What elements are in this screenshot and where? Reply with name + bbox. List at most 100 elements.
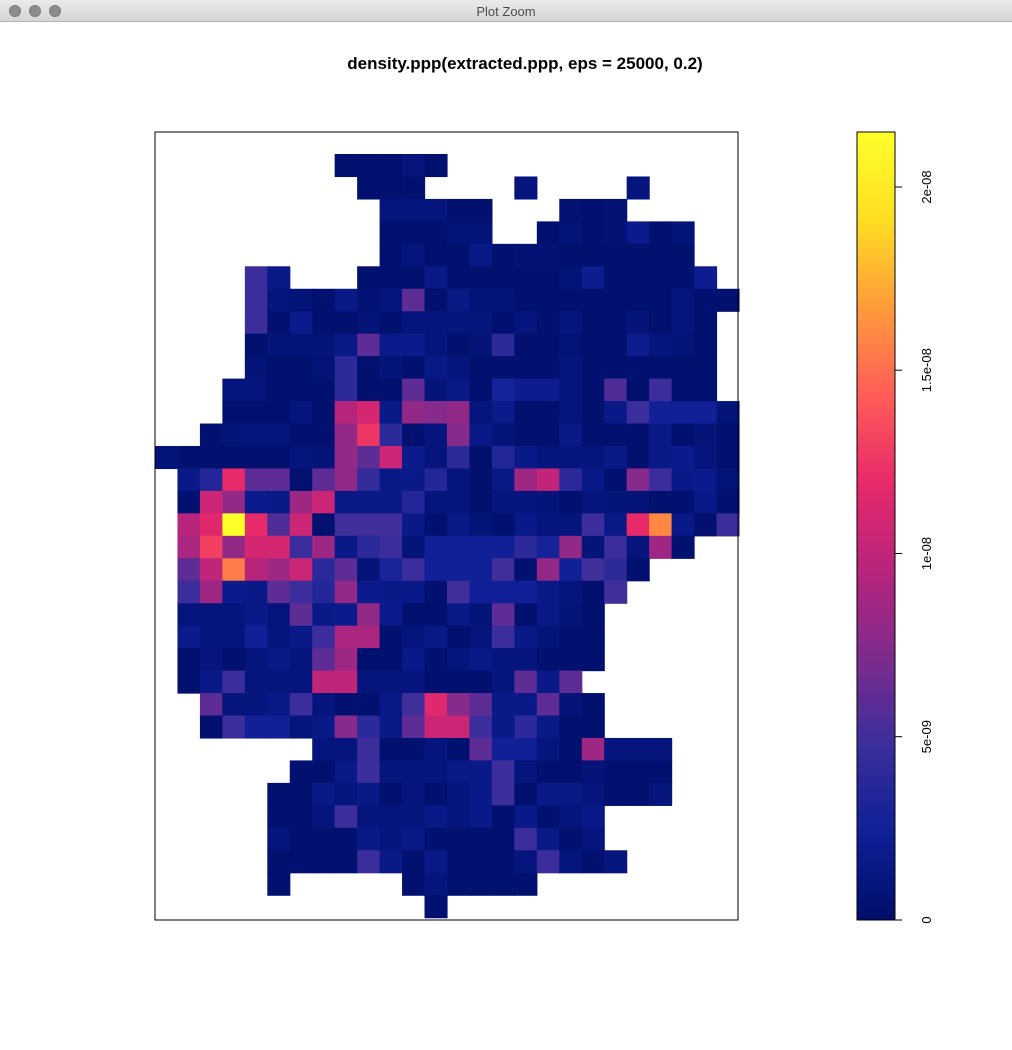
density-cell xyxy=(694,333,718,357)
density-cell xyxy=(559,468,583,492)
density-cell xyxy=(357,715,381,739)
density-cell xyxy=(536,243,560,267)
density-cell xyxy=(671,423,695,447)
density-cell xyxy=(402,603,426,627)
zoom-window-button[interactable] xyxy=(49,5,61,17)
density-cell xyxy=(581,333,605,357)
density-cell xyxy=(244,625,268,649)
density-cell xyxy=(514,288,538,312)
density-cell xyxy=(244,535,268,559)
density-cell xyxy=(424,221,448,245)
density-cell xyxy=(604,580,628,604)
density-cell xyxy=(559,288,583,312)
density-cell xyxy=(177,603,201,627)
density-cell xyxy=(402,378,426,402)
density-cell xyxy=(491,760,515,784)
density-cell xyxy=(222,558,246,582)
density-cell xyxy=(446,356,471,380)
density-cell xyxy=(514,423,538,447)
density-cell xyxy=(357,603,381,627)
window-titlebar: Plot Zoom xyxy=(0,0,1012,22)
density-cell xyxy=(289,356,313,380)
density-cell xyxy=(312,378,336,402)
density-cell xyxy=(694,288,718,312)
density-cell xyxy=(357,356,381,380)
density-cell xyxy=(424,243,448,267)
density-cell xyxy=(379,693,403,717)
density-cell xyxy=(671,401,695,425)
density-cell xyxy=(514,782,538,806)
density-cell xyxy=(491,288,515,312)
density-cell xyxy=(446,827,471,851)
density-cell xyxy=(402,198,426,222)
density-cell xyxy=(177,580,201,604)
density-cell xyxy=(514,356,538,380)
density-cell xyxy=(514,513,538,537)
density-cell xyxy=(177,558,201,582)
density-cell xyxy=(222,603,246,627)
density-cell xyxy=(446,266,471,290)
density-cell xyxy=(469,760,493,784)
density-cell xyxy=(581,243,605,267)
density-cell xyxy=(402,558,426,582)
density-cell xyxy=(536,625,560,649)
density-cell xyxy=(581,535,605,559)
density-cell xyxy=(514,805,538,829)
density-cell xyxy=(402,423,426,447)
density-cell xyxy=(514,670,538,694)
density-cell xyxy=(581,760,605,784)
density-cell xyxy=(379,401,403,425)
density-cell xyxy=(536,356,560,380)
density-cell xyxy=(716,490,740,514)
density-cell xyxy=(491,513,515,537)
density-cell xyxy=(446,423,471,447)
density-cell xyxy=(244,468,268,492)
density-cell xyxy=(357,333,381,357)
density-cell xyxy=(289,468,313,492)
density-cell xyxy=(671,513,695,537)
density-cell xyxy=(334,558,358,582)
density-cell xyxy=(514,648,538,672)
density-cell xyxy=(491,670,515,694)
density-cell xyxy=(581,311,605,335)
density-cell xyxy=(379,715,403,739)
density-cell xyxy=(536,850,560,874)
minimize-window-button[interactable] xyxy=(29,5,41,17)
density-cell xyxy=(671,356,695,380)
density-cell xyxy=(694,513,718,537)
density-cell xyxy=(581,356,605,380)
density-cell xyxy=(469,401,493,425)
density-cell xyxy=(267,693,291,717)
density-cell xyxy=(469,445,493,470)
density-cell xyxy=(334,356,358,380)
density-cell xyxy=(536,760,560,784)
density-cell xyxy=(199,625,223,649)
density-cell xyxy=(244,311,268,335)
density-cell xyxy=(559,715,583,739)
colorbar-tick-label: 1e-08 xyxy=(919,537,934,570)
density-cell xyxy=(357,423,381,447)
density-cell xyxy=(424,603,448,627)
density-cell xyxy=(559,221,583,245)
density-cell xyxy=(267,625,291,649)
density-cell xyxy=(581,782,605,806)
density-cell xyxy=(604,445,628,470)
density-cell xyxy=(491,356,515,380)
density-cell xyxy=(289,490,313,514)
density-cell xyxy=(536,648,560,672)
density-cell xyxy=(402,670,426,694)
density-cell xyxy=(424,154,448,178)
density-cell xyxy=(469,423,493,447)
density-cell xyxy=(581,198,605,222)
density-cell xyxy=(267,805,291,829)
density-cell xyxy=(244,490,268,514)
close-window-button[interactable] xyxy=(9,5,21,17)
density-cell xyxy=(581,693,605,717)
density-cell xyxy=(222,401,246,425)
density-cell xyxy=(604,782,628,806)
density-cell xyxy=(559,445,583,470)
density-cell xyxy=(244,513,268,537)
density-cell xyxy=(604,221,628,245)
density-cell xyxy=(357,850,381,874)
density-cell xyxy=(334,445,358,470)
